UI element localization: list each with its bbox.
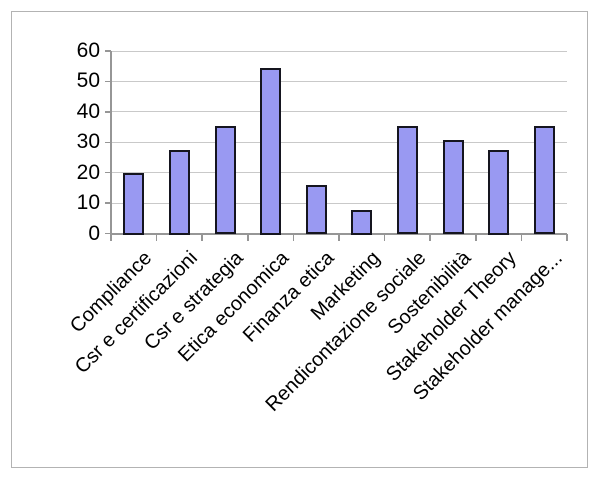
gridline (111, 141, 567, 143)
bar (305, 185, 327, 235)
gridline (111, 111, 567, 113)
y-axis-tick (104, 141, 111, 143)
bar (396, 126, 418, 235)
gridline (111, 172, 567, 174)
x-axis-tick (520, 233, 523, 241)
x-axis-tick (110, 233, 112, 241)
x-axis-tick (566, 233, 568, 241)
gridline (111, 202, 567, 204)
y-axis-tick-label: 50 (76, 69, 100, 93)
y-axis-tick (104, 232, 111, 235)
y-axis-tick (104, 171, 111, 174)
x-axis-tick (383, 233, 386, 241)
chart-frame (11, 11, 588, 468)
y-axis-line (110, 51, 112, 235)
gridline (111, 80, 567, 82)
bar (123, 173, 145, 235)
bar (351, 209, 373, 235)
bar (442, 139, 464, 235)
bar (488, 150, 510, 235)
y-axis-tick (104, 202, 111, 204)
bar (168, 150, 190, 235)
y-axis-tick (104, 111, 111, 113)
y-axis-tick (104, 50, 111, 52)
gridline (111, 50, 567, 52)
x-axis-tick (429, 233, 431, 241)
y-axis-tick-label: 0 (88, 221, 100, 245)
y-axis-tick-label: 10 (76, 191, 100, 215)
y-axis-tick-label: 40 (76, 99, 100, 123)
x-axis-tick (475, 233, 477, 241)
bar (260, 68, 282, 235)
x-axis-tick (247, 233, 249, 241)
x-axis-tick (201, 233, 203, 241)
x-axis-tick (338, 233, 340, 241)
bar (533, 126, 555, 235)
y-axis-tick (104, 80, 111, 83)
y-axis-tick-label: 20 (76, 160, 100, 184)
y-axis-tick-label: 30 (76, 130, 100, 154)
bar (214, 126, 236, 235)
x-axis-tick (292, 233, 295, 241)
x-axis-tick (155, 233, 158, 241)
y-axis-tick-label: 60 (76, 39, 100, 62)
